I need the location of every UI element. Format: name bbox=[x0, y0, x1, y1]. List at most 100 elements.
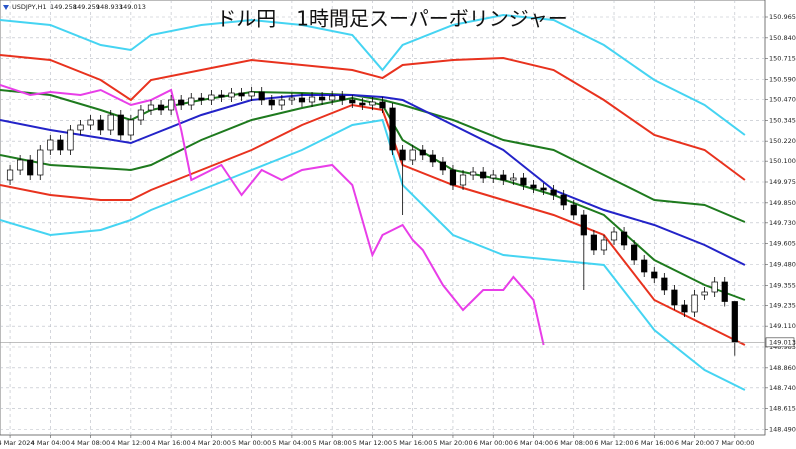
band-line bbox=[0, 103, 746, 346]
candle-body bbox=[641, 259, 648, 273]
y-tick-label: 150.590 bbox=[769, 76, 796, 84]
x-tick-label: 4 Mar 12:00 bbox=[111, 439, 150, 447]
candle-body bbox=[228, 92, 235, 98]
x-tick-label: 6 Mar 16:00 bbox=[635, 439, 674, 447]
candle-body bbox=[671, 289, 678, 306]
ohlc-open: 149.258 bbox=[50, 3, 77, 11]
candle-body bbox=[67, 129, 74, 151]
y-tick-label: 150.220 bbox=[769, 137, 796, 145]
candle-body bbox=[490, 174, 497, 179]
y-tick-label: 148.740 bbox=[769, 384, 796, 392]
menu-icon[interactable] bbox=[3, 5, 9, 10]
candle-body bbox=[57, 139, 64, 151]
x-tick-label: 7 Mar 00:00 bbox=[715, 439, 754, 447]
candle-body bbox=[681, 304, 688, 313]
candle-body bbox=[349, 99, 356, 104]
candle-body bbox=[620, 231, 628, 246]
candle-body bbox=[37, 149, 44, 176]
candle-body bbox=[117, 114, 124, 136]
y-tick-label: 150.100 bbox=[769, 157, 796, 165]
candle-body bbox=[550, 189, 557, 196]
x-tick-label: 6 Mar 04:00 bbox=[514, 439, 553, 447]
candle-body bbox=[721, 281, 728, 302]
candle-body bbox=[570, 204, 577, 216]
candle-body bbox=[238, 92, 245, 97]
candle-body bbox=[651, 271, 658, 279]
y-tick-label: 149.235 bbox=[769, 301, 796, 309]
x-tick-label: 5 Mar 16:00 bbox=[393, 439, 432, 447]
x-tick-label: 5 Mar 00:00 bbox=[232, 439, 271, 447]
candle-body bbox=[459, 174, 467, 186]
candle-body bbox=[359, 102, 366, 106]
candle-body bbox=[47, 139, 54, 151]
y-tick-label: 148.860 bbox=[769, 364, 796, 372]
candle-body bbox=[77, 124, 84, 131]
candle-body bbox=[399, 149, 406, 161]
candle-body bbox=[87, 119, 94, 126]
candle-body bbox=[520, 177, 527, 186]
band-line bbox=[0, 13, 746, 136]
candle-body bbox=[419, 149, 426, 156]
candle-body bbox=[178, 99, 185, 106]
band-line bbox=[0, 54, 746, 181]
y-tick-label: 149.975 bbox=[769, 178, 796, 186]
band-line bbox=[0, 84, 545, 346]
ohlc-close: 149.013 bbox=[119, 3, 146, 11]
x-tick-label: 6 Mar 20:00 bbox=[675, 439, 714, 447]
candle-body bbox=[530, 184, 537, 189]
candle-body bbox=[500, 174, 507, 181]
x-tick-label: 5 Mar 08:00 bbox=[313, 439, 352, 447]
plot-area bbox=[0, 0, 766, 436]
y-tick-label: 149.730 bbox=[769, 219, 796, 227]
x-tick-label: 4 Mar 20:00 bbox=[192, 439, 231, 447]
candles bbox=[0, 87, 765, 356]
x-tick-label: 6 Mar 08:00 bbox=[554, 439, 593, 447]
candle-body bbox=[480, 171, 487, 179]
candle-body bbox=[510, 177, 517, 181]
band-line bbox=[0, 118, 746, 391]
candle-body bbox=[6, 169, 14, 181]
candle-body bbox=[278, 99, 285, 106]
grid bbox=[0, 0, 765, 435]
x-tick-label: 4 Mar 08:00 bbox=[71, 439, 110, 447]
candle-body bbox=[369, 101, 376, 106]
y-tick-label: 150.840 bbox=[769, 34, 796, 42]
candle-body bbox=[439, 161, 446, 171]
candle-body bbox=[127, 119, 134, 136]
candle-body bbox=[600, 239, 608, 251]
band-line bbox=[0, 89, 746, 223]
price-label-box bbox=[765, 337, 795, 348]
candle-body bbox=[590, 234, 597, 251]
band-line bbox=[0, 94, 746, 266]
y-tick-label: 149.110 bbox=[769, 322, 796, 330]
candle-body bbox=[691, 294, 698, 313]
ohlc-high: 149.259 bbox=[73, 3, 100, 11]
candle-body bbox=[560, 194, 567, 206]
candle-body bbox=[631, 244, 638, 261]
candle-body bbox=[288, 97, 296, 101]
band-line bbox=[0, 96, 746, 301]
candle-body bbox=[137, 109, 145, 121]
candle-body bbox=[107, 114, 114, 131]
candle-body bbox=[147, 104, 155, 111]
candle-body bbox=[157, 104, 165, 111]
candle-body bbox=[27, 159, 34, 176]
x-tick-label: 6 Mar 00:00 bbox=[474, 439, 513, 447]
candle-body bbox=[329, 95, 336, 101]
x-tick-label: 6 Mar 12:00 bbox=[594, 439, 633, 447]
y-tick-label: 150.715 bbox=[769, 55, 796, 63]
candle-body bbox=[188, 97, 195, 106]
y-tick-label: 150.345 bbox=[769, 116, 796, 124]
y-tick-label: 148.615 bbox=[769, 405, 796, 413]
candle-body bbox=[319, 96, 326, 101]
candle-body bbox=[580, 214, 587, 236]
x-tick-label: 5 Mar 12:00 bbox=[353, 439, 392, 447]
candle-body bbox=[208, 94, 215, 101]
y-tick-label: 150.965 bbox=[769, 13, 796, 21]
candle-body bbox=[218, 94, 225, 98]
x-tick-label: 4 Mar 2024 bbox=[0, 439, 35, 447]
candle-body bbox=[308, 96, 316, 103]
candle-body bbox=[258, 91, 265, 101]
candle-body bbox=[661, 277, 668, 291]
